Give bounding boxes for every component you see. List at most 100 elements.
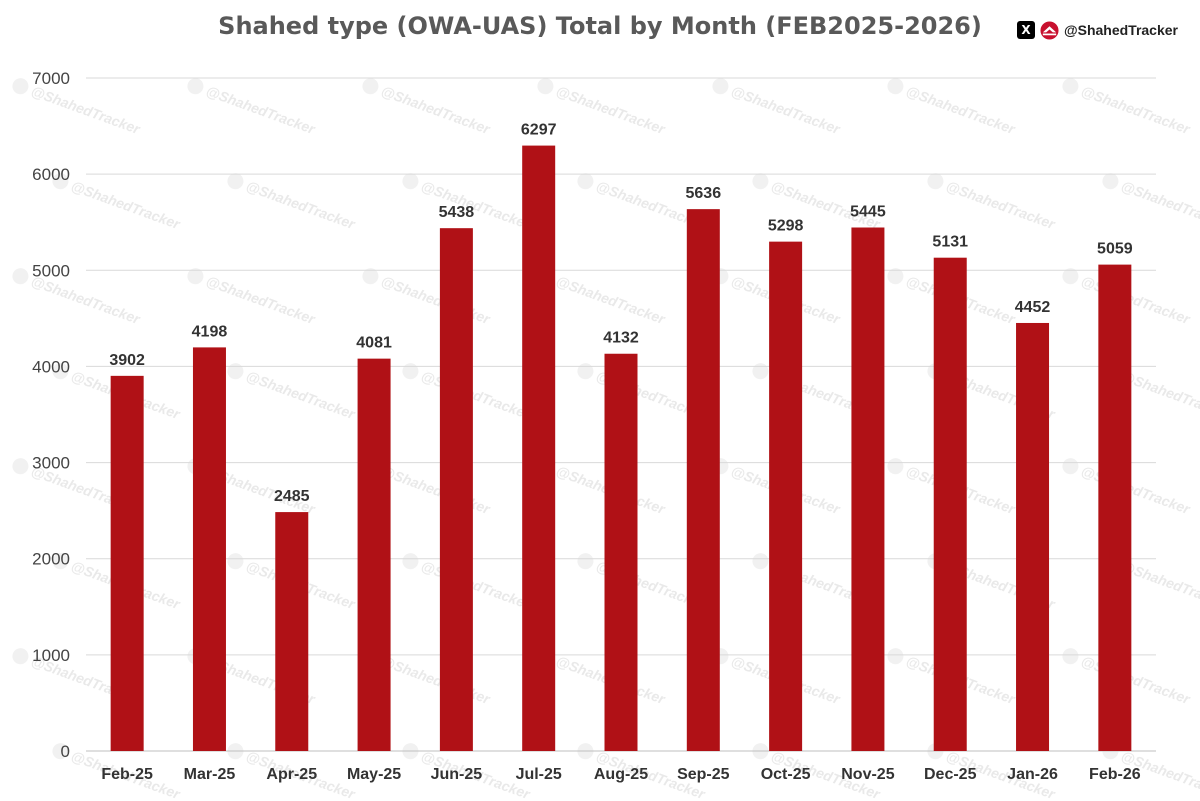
watermark-text: @ShahedTracker [244, 178, 359, 233]
watermark: @ShahedTracker [227, 173, 359, 233]
y-tick-label: 0 [61, 742, 70, 761]
watermark-text: @ShahedTracker [419, 368, 534, 423]
watermark-logo-icon [12, 268, 29, 285]
bar [192, 347, 226, 751]
x-tick-label: Feb-25 [101, 766, 153, 783]
data-label: 2485 [274, 488, 310, 505]
watermark: @ShahedTracker [12, 78, 144, 138]
brand-handle: @ShahedTracker [1063, 22, 1178, 38]
data-label: 5438 [439, 204, 475, 221]
data-label: 6297 [521, 122, 557, 139]
watermark: @ShahedTracker [402, 173, 534, 233]
data-label: 3902 [109, 352, 145, 369]
x-tick-label: Dec-25 [924, 766, 977, 783]
x-tick-label: Mar-25 [184, 766, 236, 783]
data-labels: 3902 4198 2485 4081 5438 6297 4132 5636 5298 5445… [109, 122, 1132, 505]
watermark-logo-icon [927, 173, 944, 190]
watermark: @ShahedTracker [887, 78, 1019, 138]
watermark-logo-icon [537, 78, 554, 95]
watermark: @ShahedTracker [712, 78, 844, 138]
x-tick-label: Jan-26 [1007, 766, 1058, 783]
x-tick-label: Aug-25 [594, 766, 648, 783]
bar [275, 512, 309, 751]
y-tick-label: 7000 [32, 69, 70, 88]
y-axis-ticks: 0 1000 2000 3000 4000 5000 6000 7000 [32, 69, 70, 761]
bar [769, 241, 803, 752]
data-label: 4081 [356, 335, 392, 352]
watermark-logo-icon [402, 173, 419, 190]
bar [933, 257, 967, 751]
watermark-logo-icon [577, 363, 594, 380]
bar [522, 145, 556, 751]
data-label: 5636 [686, 185, 722, 202]
watermark-logo-icon [1062, 78, 1079, 95]
watermark: @ShahedTracker [52, 173, 184, 233]
y-tick-label: 4000 [32, 357, 70, 376]
x-tick-label: Jul-25 [516, 766, 562, 783]
watermark-logo-icon [887, 458, 904, 475]
watermark: @ShahedTracker [927, 173, 1059, 233]
watermark-text: @ShahedTracker [419, 558, 534, 613]
chart-title: Shahed type (OWA-UAS) Total by Month (FE… [218, 12, 982, 40]
watermark-text: @ShahedTracker [1079, 463, 1194, 518]
watermark-logo-icon [1062, 458, 1079, 475]
watermark-logo-icon [752, 363, 769, 380]
bar [110, 375, 144, 751]
watermark: @ShahedTracker [12, 268, 144, 328]
watermark-text: @ShahedTracker [729, 83, 844, 138]
x-tick-label: May-25 [347, 766, 401, 783]
watermark-logo-icon [12, 458, 29, 475]
watermark-text: @ShahedTracker [554, 273, 669, 328]
watermark-logo-icon [752, 173, 769, 190]
bar [1016, 322, 1050, 751]
watermark: @ShahedTracker [1062, 78, 1194, 138]
bar [686, 209, 720, 751]
watermark-logo-icon [227, 553, 244, 570]
watermark: @ShahedTracker [187, 268, 319, 328]
watermark-text: @ShahedTracker [1119, 178, 1200, 233]
watermark: @ShahedTracker [362, 78, 494, 138]
y-tick-label: 2000 [32, 550, 70, 569]
y-tick-label: 6000 [32, 165, 70, 184]
watermark-text: @ShahedTracker [379, 83, 494, 138]
x-axis-ticks: Feb-25 Mar-25 Apr-25 May-25 Jun-25 Jul-25 Aug-… [101, 766, 1140, 783]
x-tick-label: Oct-25 [761, 766, 811, 783]
watermark-logo-icon [362, 78, 379, 95]
bar [851, 227, 885, 751]
watermark-logo-icon [52, 743, 69, 760]
brand-badge: X @ShahedTracker [1016, 18, 1178, 42]
watermark-logo-icon [577, 553, 594, 570]
watermark-logo-icon [712, 78, 729, 95]
watermark-logo-icon [362, 268, 379, 285]
watermark-logo-icon [52, 553, 69, 570]
bar [604, 353, 638, 751]
watermark: @ShahedTracker [362, 268, 494, 328]
watermark-text: @ShahedTracker [244, 368, 359, 423]
watermark-text: @ShahedTracker [379, 463, 494, 518]
x-tick-label: Feb-26 [1089, 766, 1141, 783]
bar [357, 358, 391, 751]
watermark-logo-icon [12, 78, 29, 95]
watermark-text: @ShahedTracker [1079, 83, 1194, 138]
watermark-text: @ShahedTracker [204, 83, 319, 138]
watermark-logo-icon [52, 363, 69, 380]
watermark-text: @ShahedTracker [1079, 273, 1194, 328]
y-tick-label: 1000 [32, 646, 70, 665]
watermark-logo-icon [577, 173, 594, 190]
shahedtracker-logo-icon [1040, 20, 1059, 40]
x-tick-label: Jun-25 [431, 766, 483, 783]
y-tick-label: 5000 [32, 261, 70, 280]
watermark-text: @ShahedTracker [204, 273, 319, 328]
data-label: 5445 [850, 204, 886, 221]
watermark-logo-icon [402, 553, 419, 570]
bar [439, 228, 473, 751]
watermark-logo-icon [1102, 173, 1119, 190]
watermark-logo-icon [402, 363, 419, 380]
watermark-text: @ShahedTracker [379, 653, 494, 708]
data-label: 5059 [1097, 241, 1133, 258]
data-label: 4132 [603, 330, 639, 347]
x-logo-icon: X [1016, 21, 1035, 39]
data-label: 5131 [932, 234, 968, 251]
watermark-logo-icon [887, 648, 904, 665]
